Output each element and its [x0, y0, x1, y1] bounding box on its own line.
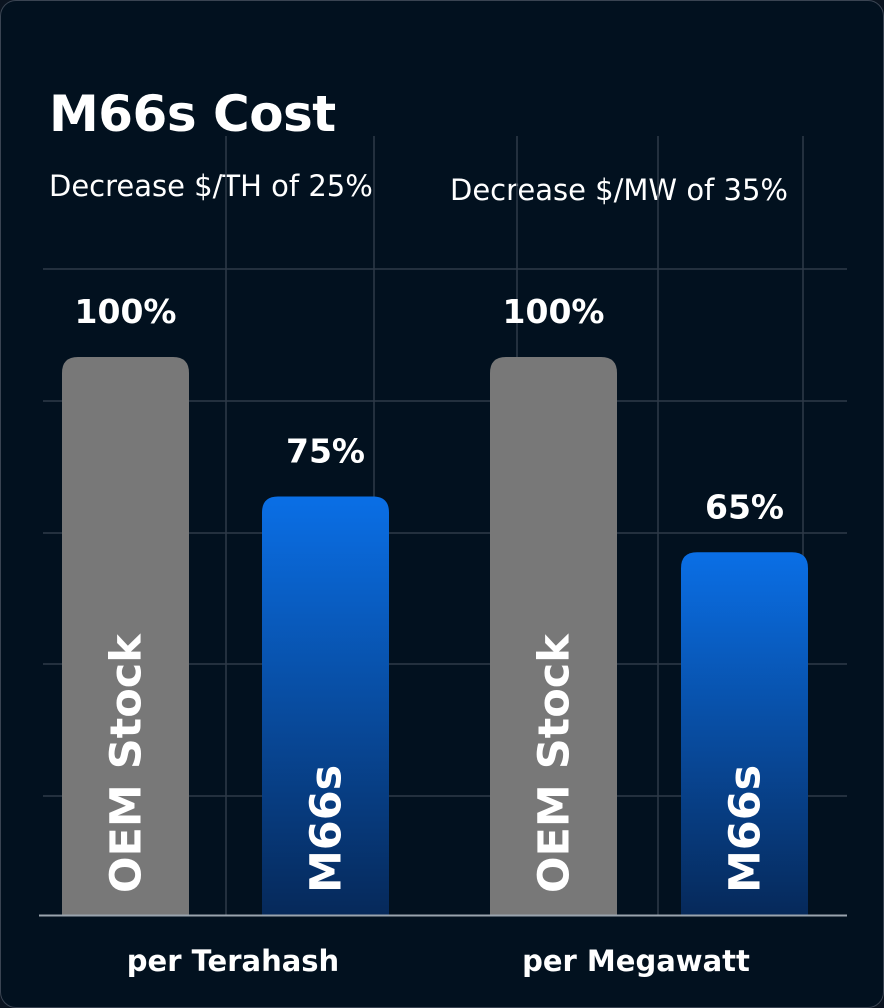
group-2-subtitle: Decrease $/MW of 35% [450, 173, 788, 207]
bar-oem-group-2 [490, 357, 617, 915]
bar-label-m66s-group-1: M66s [302, 765, 352, 893]
value-label-oem-group-1: 100% [75, 292, 177, 331]
group-1-subtitle: Decrease $/TH of 25% [49, 169, 373, 203]
bar-label-oem-group-2: OEM Stock [530, 633, 580, 893]
bar-label-m66s-group-2: M66s [721, 765, 771, 893]
x-axis-label-group-2: per Megawatt [522, 944, 750, 978]
value-label-m66s-group-1: 75% [286, 432, 365, 471]
bar-oem-group-1 [62, 357, 189, 915]
bar-m66s-group-1 [262, 496, 389, 915]
chart-title: M66s Cost [49, 85, 336, 143]
x-axis-label-group-1: per Terahash [127, 944, 339, 978]
value-label-m66s-group-2: 65% [705, 487, 784, 526]
bar-m66s-group-2 [681, 552, 808, 915]
value-label-oem-group-2: 100% [503, 292, 605, 331]
bar-label-oem-group-1: OEM Stock [102, 633, 152, 893]
